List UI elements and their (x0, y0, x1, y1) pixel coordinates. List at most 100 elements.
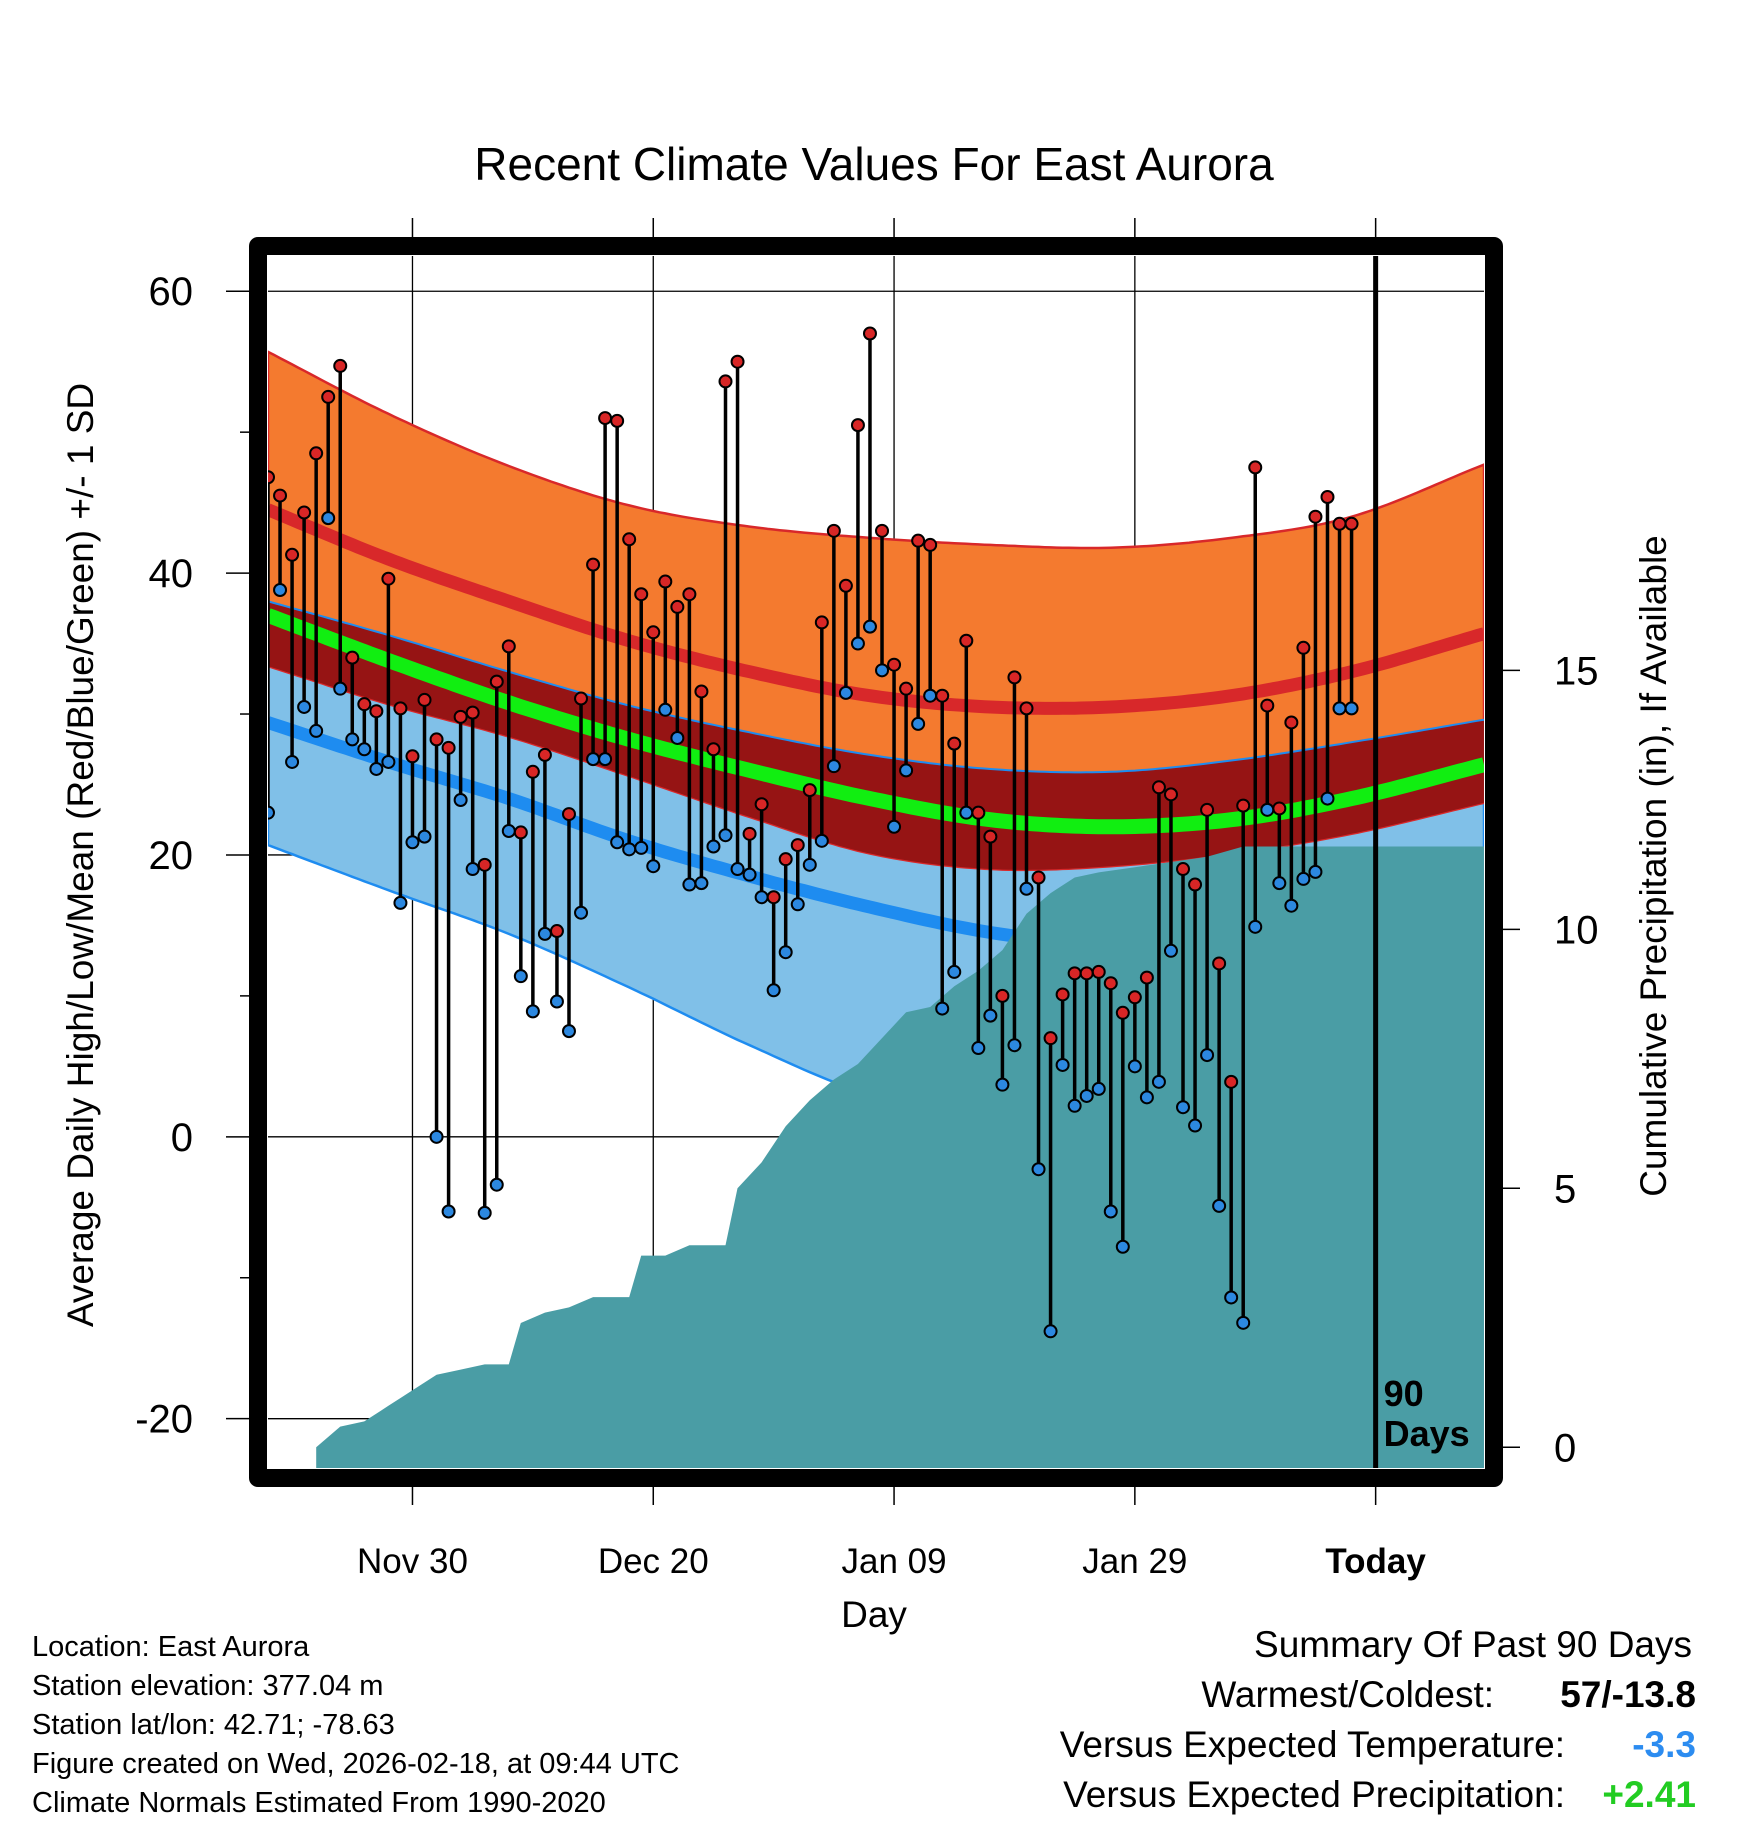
daily-low-point (525, 1004, 540, 1019)
chart-title: Recent Climate Values For East Aurora (474, 138, 1274, 190)
daily-low-point (1176, 1100, 1191, 1115)
daily-high-point (537, 747, 552, 762)
daily-high-point (357, 697, 372, 712)
daily-high-point (959, 633, 974, 648)
daily-high-point (268, 470, 275, 485)
daily-low-point (1296, 871, 1311, 886)
summary-temp-value: -3.3 (1632, 1724, 1696, 1765)
daily-high-point (513, 825, 528, 840)
daily-high-point (1139, 970, 1154, 985)
daily-high-point (501, 639, 516, 654)
y-tick-label-right: 5 (1554, 1167, 1576, 1211)
daily-low-point (826, 759, 841, 774)
daily-low-point (1308, 864, 1323, 879)
y-tick-label-left: 0 (171, 1116, 193, 1160)
info-location: Location: East Aurora (32, 1631, 310, 1663)
daily-low-point (1272, 876, 1287, 891)
daily-high-point (814, 615, 829, 630)
normal-overlap-band (268, 601, 1484, 870)
daily-high-point (682, 587, 697, 602)
daily-low-point (670, 730, 685, 745)
daily-low-point (297, 699, 312, 714)
daily-low-point (646, 859, 661, 874)
daily-high-point (971, 805, 986, 820)
daily-high-point (1079, 966, 1094, 981)
daily-high-point (694, 684, 709, 699)
daily-high-point (549, 924, 564, 939)
daily-low-point (1344, 701, 1359, 716)
summary-warm-label: Warmest/Coldest: (1201, 1674, 1494, 1715)
daily-low-point (802, 857, 817, 872)
info-normals: Climate Normals Estimated From 1990-2020 (32, 1787, 606, 1819)
summary-title: Summary Of Past 90 Days (1254, 1624, 1692, 1665)
daily-high-point (465, 705, 480, 720)
summary-precip-label: Versus Expected Precipitation: (1063, 1774, 1565, 1815)
daily-high-point (453, 709, 468, 724)
daily-high-point (862, 326, 877, 341)
y-tick-label-left: -20 (135, 1398, 193, 1442)
summary-warm-value: 57/-13.8 (1560, 1674, 1696, 1715)
daily-low-point (369, 761, 384, 776)
daily-high-point (802, 783, 817, 798)
daily-low-point (754, 890, 769, 905)
daily-low-point (1151, 1074, 1166, 1089)
y-axis-label-right: Cumulative Precipitation (in), If Availa… (1633, 535, 1674, 1197)
daily-high-point (658, 574, 673, 589)
plot-frame (249, 237, 1503, 1487)
x-tick-label: Dec 20 (598, 1542, 709, 1581)
y-tick-label-left: 60 (149, 270, 194, 314)
daily-low-point (1067, 1098, 1082, 1113)
daily-high-point (429, 732, 444, 747)
daily-low-point (586, 752, 601, 767)
daily-high-point (1272, 801, 1287, 816)
daily-high-point (670, 599, 685, 614)
daily-low-point (959, 805, 974, 820)
daily-low-point (622, 842, 637, 857)
daily-low-point (706, 839, 721, 854)
daily-low-point (1127, 1059, 1142, 1074)
daily-low-point (405, 835, 420, 850)
daily-high-point (935, 688, 950, 703)
daily-low-point (682, 877, 697, 892)
daily-high-point (923, 537, 938, 552)
y-tick-label-right: 15 (1554, 649, 1599, 693)
normal-high-line (268, 503, 1484, 715)
daily-low-point (610, 835, 625, 850)
summary-precip-value: +2.41 (1602, 1774, 1696, 1815)
daily-low-point (1079, 1088, 1094, 1103)
daily-low-point (309, 723, 324, 738)
daily-high-point (417, 692, 432, 707)
daily-low-point (862, 619, 877, 634)
daily-high-point (1224, 1074, 1239, 1089)
daily-high-point (1248, 460, 1263, 475)
daily-low-point (417, 829, 432, 844)
daily-high-point (983, 829, 998, 844)
daily-high-point (778, 852, 793, 867)
daily-low-point (875, 663, 890, 678)
daily-low-point (1236, 1315, 1251, 1330)
daily-high-point (634, 587, 649, 602)
daily-high-point (1031, 870, 1046, 885)
x-tick-label: Jan 09 (842, 1542, 947, 1581)
daily-low-point (1055, 1057, 1070, 1072)
daily-low-point (971, 1041, 986, 1056)
daily-high-point (850, 418, 865, 433)
x-axis-label: Day (841, 1594, 907, 1635)
daily-low-point (1224, 1290, 1239, 1305)
daily-high-point (887, 657, 902, 672)
daily-high-point (1200, 802, 1215, 817)
y-tick-label-left: 20 (149, 834, 194, 878)
y-tick-label-right: 10 (1554, 908, 1599, 952)
daily-high-point (273, 488, 288, 503)
daily-high-point (899, 681, 914, 696)
daily-low-point (1091, 1081, 1106, 1096)
daily-low-point (742, 867, 757, 882)
normal-low-upper-line (268, 600, 1484, 774)
daily-low-point (947, 964, 962, 979)
daily-low-point (899, 763, 914, 778)
daily-high-point (1236, 798, 1251, 813)
daily-low-point (345, 732, 360, 747)
daily-low-point (1103, 1204, 1118, 1219)
y-axis-label-left: Average Daily High/Low/Mean (Red/Blue/Gr… (60, 383, 101, 1327)
daily-high-point (393, 701, 408, 716)
